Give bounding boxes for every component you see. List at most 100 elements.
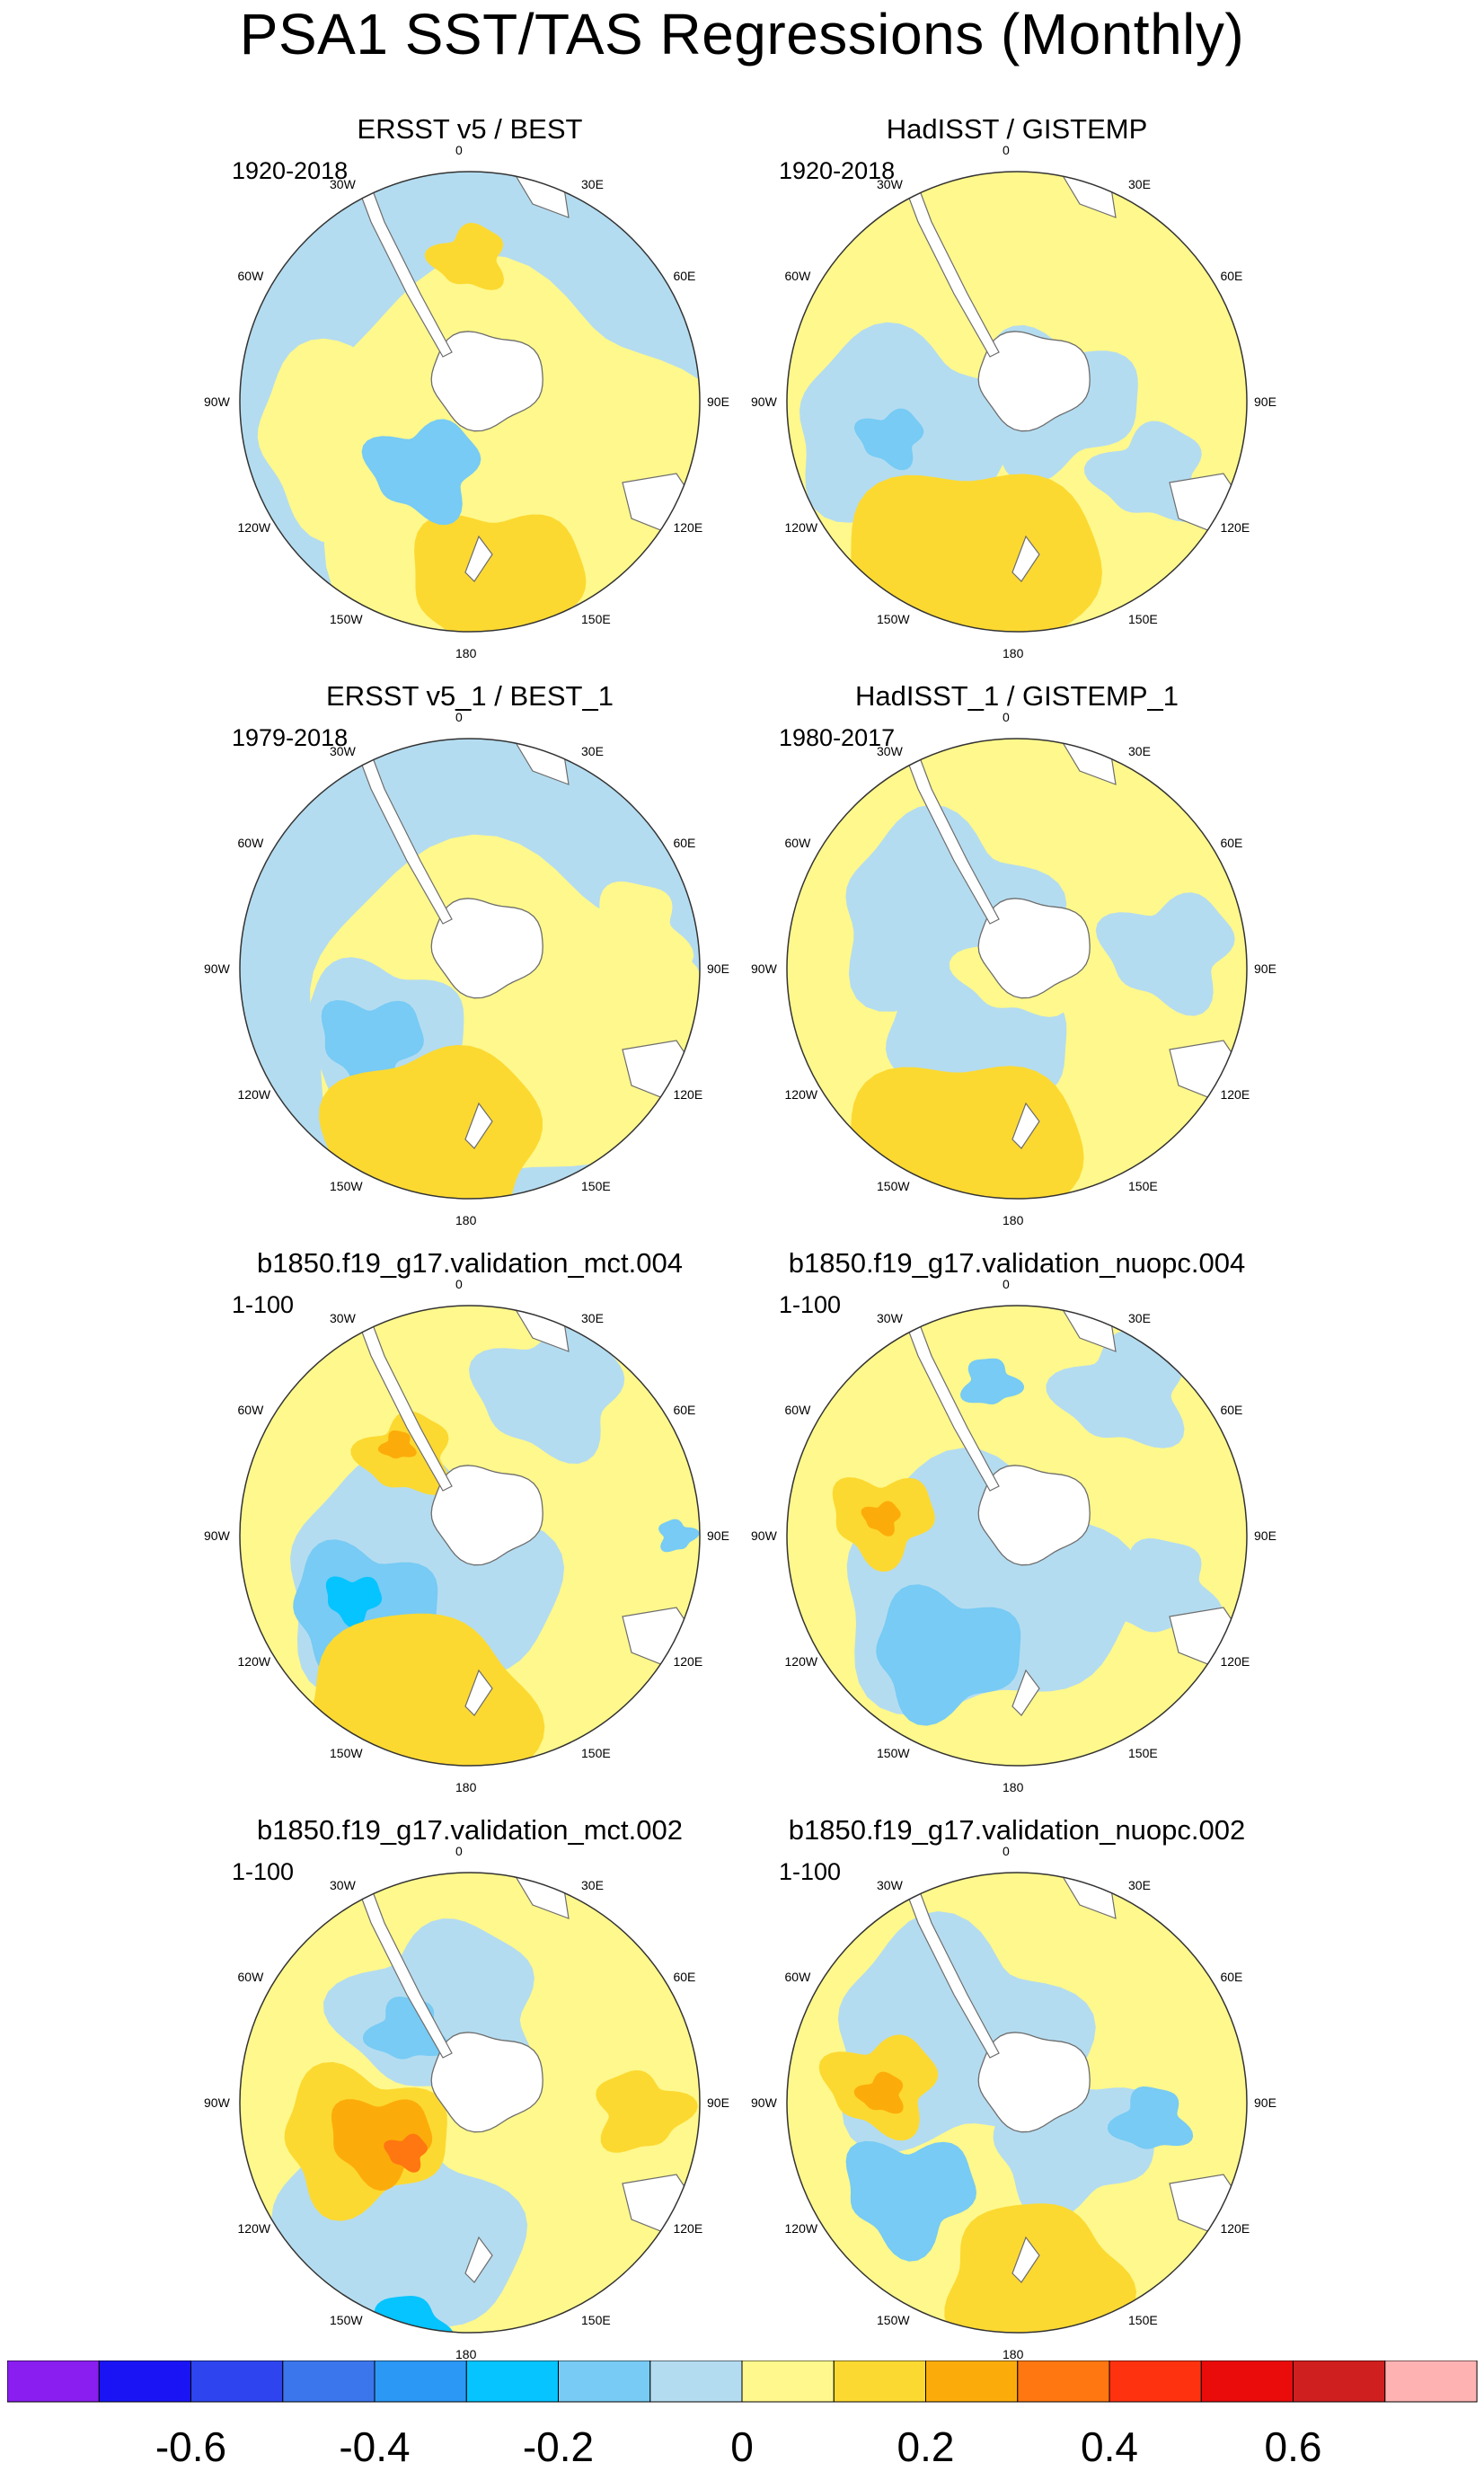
longitude-label: 150E xyxy=(1128,2313,1158,2328)
colorbar-swatch xyxy=(833,2361,927,2403)
colorbar-swatch xyxy=(741,2361,835,2403)
colorbar-tick: 0.6 xyxy=(1264,2423,1322,2470)
field-contour xyxy=(876,1584,1021,1726)
panel-period: 1-100 xyxy=(232,1858,295,1885)
longitude-label: 60W xyxy=(237,1970,264,1984)
longitude-label: 120W xyxy=(237,1087,271,1102)
south-america-outline xyxy=(890,172,1000,358)
longitude-label: 150W xyxy=(877,1179,910,1194)
longitude-label: 0 xyxy=(1003,143,1010,157)
longitude-label: 30W xyxy=(877,176,903,191)
longitude-label: 120W xyxy=(237,2221,271,2236)
colorbar-swatch xyxy=(98,2361,192,2403)
antarctica-outline xyxy=(977,2032,1091,2133)
field-contour xyxy=(850,1066,1084,1199)
antarctica-outline xyxy=(430,331,543,432)
new-zealand-outline xyxy=(1011,2236,1040,2283)
longitude-label: 180 xyxy=(1003,1213,1024,1227)
longitude-label: 150E xyxy=(581,1179,611,1194)
polar-map xyxy=(786,1872,1248,2334)
field-contour xyxy=(469,1326,625,1464)
panel-period: 1-100 xyxy=(779,1291,842,1318)
colorbar-swatch xyxy=(1200,2361,1294,2403)
longitude-label: 150W xyxy=(330,1179,363,1194)
panel-period: 1920-2018 xyxy=(232,157,349,184)
panel-period: 1-100 xyxy=(232,1291,295,1318)
field-contour xyxy=(414,514,587,632)
longitude-label: 30E xyxy=(581,743,604,758)
figure-title: PSA1 SST/TAS Regressions (Monthly) xyxy=(239,2,1245,66)
longitude-label: 120E xyxy=(673,1087,703,1102)
longitude-label: 90W xyxy=(751,394,777,409)
new-zealand-outline xyxy=(1011,535,1040,582)
longitude-label: 90E xyxy=(707,394,729,409)
new-zealand-outline xyxy=(464,1669,493,1716)
longitude-label: 90W xyxy=(751,1528,777,1543)
panel-title: b1850.f19_g17.validation_nuopc.004 xyxy=(788,1247,1246,1279)
map-boundary xyxy=(239,1305,701,1767)
longitude-label: 150W xyxy=(877,612,910,627)
longitude-label: 90E xyxy=(1254,394,1276,409)
longitude-label: 60W xyxy=(237,1403,264,1417)
colorbar-swatch xyxy=(1017,2361,1110,2403)
panel-title: b1850.f19_g17.validation_mct.004 xyxy=(257,1247,683,1279)
longitude-label: 60W xyxy=(784,269,811,283)
longitude-label: 120W xyxy=(784,2221,818,2236)
map-boundary xyxy=(786,171,1248,633)
field-contour xyxy=(853,408,924,471)
panel-period: 1980-2017 xyxy=(779,724,896,751)
longitude-label: 120W xyxy=(784,520,818,535)
longitude-label: 0 xyxy=(455,1277,463,1291)
colorbar-tick: 0 xyxy=(730,2423,754,2470)
field-contour xyxy=(331,2099,433,2191)
longitude-label: 90E xyxy=(707,2095,729,2110)
field-contour xyxy=(1094,1538,1223,1633)
map-boundary xyxy=(239,171,701,633)
field-contour xyxy=(845,2140,976,2262)
map-boundary xyxy=(239,1872,701,2334)
south-america-outline xyxy=(890,1306,1000,1492)
longitude-label: 60E xyxy=(673,836,696,850)
longitude-label: 90W xyxy=(204,2095,230,2110)
longitude-label: 0 xyxy=(1003,710,1010,724)
longitude-label: 90E xyxy=(1254,1528,1276,1543)
longitude-label: 180 xyxy=(455,646,477,660)
longitude-label: 30W xyxy=(877,743,903,758)
longitude-label: 30E xyxy=(1128,1310,1151,1325)
antarctica-outline xyxy=(977,1465,1091,1566)
field-contour xyxy=(1095,892,1235,1016)
new-zealand-outline xyxy=(464,1102,493,1149)
longitude-label: 150E xyxy=(1128,1746,1158,1761)
panel-title: HadISST_1 / GISTEMP_1 xyxy=(854,680,1179,712)
longitude-label: 150W xyxy=(330,612,363,627)
antarctica-outline xyxy=(977,331,1091,432)
longitude-label: 30W xyxy=(330,1877,356,1892)
longitude-label: 150E xyxy=(581,1746,611,1761)
new-zealand-outline xyxy=(464,2236,493,2283)
longitude-label: 60W xyxy=(237,836,264,850)
longitude-label: 0 xyxy=(455,710,463,724)
longitude-label: 30W xyxy=(877,1310,903,1325)
colorbar-tick: 0.4 xyxy=(1081,2423,1138,2470)
longitude-label: 0 xyxy=(1003,1277,1010,1291)
longitude-label: 90W xyxy=(204,961,230,976)
longitude-label: 180 xyxy=(455,2347,477,2361)
longitude-label: 180 xyxy=(455,1780,477,1794)
antarctica-outline xyxy=(430,2032,543,2133)
longitude-label: 150W xyxy=(330,2313,363,2328)
colorbar-tick: 0.2 xyxy=(897,2423,955,2470)
polar-map xyxy=(239,738,701,1200)
longitude-label: 120E xyxy=(673,1654,703,1669)
colorbar-swatch xyxy=(190,2361,284,2403)
field-contour xyxy=(596,2070,698,2153)
longitude-label: 30E xyxy=(1128,743,1151,758)
longitude-label: 150W xyxy=(877,2313,910,2328)
field-contour xyxy=(384,2133,428,2173)
longitude-label: 30E xyxy=(581,1877,604,1892)
antarctica-outline xyxy=(977,898,1091,999)
field-contour xyxy=(960,1358,1024,1404)
panel-period: 1920-2018 xyxy=(779,157,896,184)
field-contour xyxy=(424,223,504,290)
map-boundary xyxy=(786,738,1248,1200)
south-america-outline xyxy=(343,172,453,358)
